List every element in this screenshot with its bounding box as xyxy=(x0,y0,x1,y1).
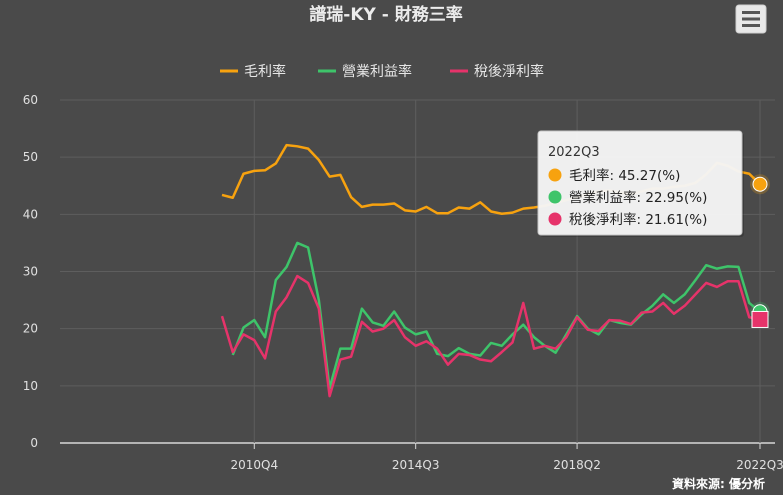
highlight-point-3 xyxy=(751,310,769,328)
legend-label: 稅後淨利率 xyxy=(474,63,544,80)
y-tick-label: 10 xyxy=(23,379,38,393)
x-axis: 2010Q4 2014Q3 2018Q2 2022Q3 xyxy=(230,443,783,472)
y-tick-label: 20 xyxy=(23,322,38,336)
y-tick-label: 0 xyxy=(30,436,38,450)
legend-item-1[interactable]: 毛利率 xyxy=(220,63,286,80)
legend-label: 毛利率 xyxy=(244,63,286,80)
highlight-point-1 xyxy=(752,176,768,192)
source-credit: 資料來源: 優分析 xyxy=(672,476,765,491)
tooltip: 2022Q3 毛利率: 45.27(%) 營業利益率: 22.95(%) 稅後淨利率:… xyxy=(537,130,744,237)
y-tick-label: 30 xyxy=(23,265,38,279)
y-axis: 0 10 20 30 40 50 60 xyxy=(23,93,38,450)
tooltip-marker-2 xyxy=(548,190,562,204)
y-tick-label: 40 xyxy=(23,207,38,221)
tooltip-line-2: 營業利益率: 22.95(%) xyxy=(569,189,707,206)
legend-item-2[interactable]: 營業利益率 xyxy=(318,63,412,80)
y-tick-label: 60 xyxy=(23,93,38,107)
tooltip-line-3: 稅後淨利率: 21.61(%) xyxy=(569,211,707,228)
chart-legend[interactable]: 毛利率 營業利益率 稅後淨利率 xyxy=(220,63,544,80)
tooltip-marker-3 xyxy=(548,212,562,226)
tooltip-box xyxy=(537,130,743,236)
chart-title: 譜瑞-KY - 財務三率 xyxy=(309,4,462,25)
chart-grid xyxy=(60,99,775,444)
x-tick-label: 2010Q4 xyxy=(230,458,278,472)
x-tick-label: 2018Q2 xyxy=(553,458,601,472)
x-tick-label: 2022Q3 xyxy=(736,458,783,472)
tooltip-title: 2022Q3 xyxy=(548,145,600,160)
menu-button[interactable] xyxy=(735,4,767,34)
x-tick-label: 2014Q3 xyxy=(392,458,440,472)
tooltip-line-1: 毛利率: 45.27(%) xyxy=(569,167,680,184)
series-line-3 xyxy=(220,274,761,398)
series-line-2 xyxy=(231,241,761,390)
tooltip-marker-1 xyxy=(548,168,562,182)
legend-item-3[interactable]: 稅後淨利率 xyxy=(450,63,544,80)
legend-label: 營業利益率 xyxy=(342,63,412,80)
hamburger-menu-icon xyxy=(742,11,760,27)
y-tick-label: 50 xyxy=(23,150,38,164)
